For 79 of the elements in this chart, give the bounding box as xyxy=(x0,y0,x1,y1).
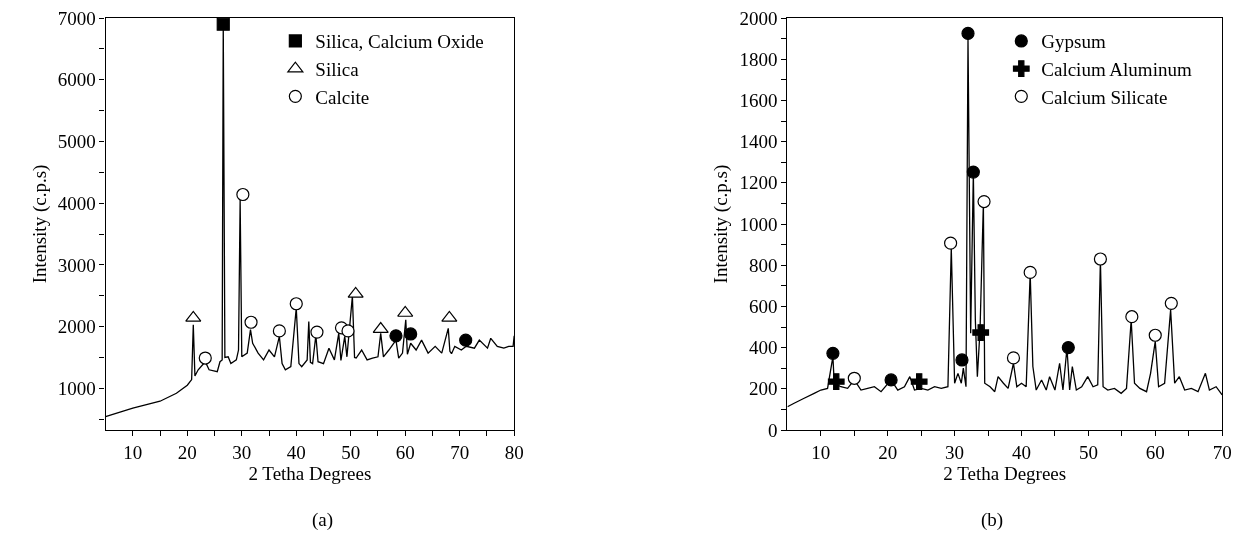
point xyxy=(185,310,202,322)
point xyxy=(827,373,845,390)
point xyxy=(972,324,990,341)
y-axis-title: Intensity (c.p.s) xyxy=(710,164,733,284)
y-tick-label: 7000 xyxy=(57,7,96,29)
point xyxy=(966,165,980,179)
y-tick-label: 2000 xyxy=(739,7,778,29)
point xyxy=(198,351,212,365)
point xyxy=(404,327,418,341)
point xyxy=(847,371,861,385)
x-tick-label: 70 xyxy=(450,441,470,463)
x-tick-label: 50 xyxy=(341,441,361,463)
y-tick-label: 800 xyxy=(749,254,778,276)
text: (a) xyxy=(312,509,334,531)
legend-label: Calcium Aluminum xyxy=(1041,59,1192,81)
x-tick-label: 30 xyxy=(945,441,965,463)
x-tick-label: 10 xyxy=(123,441,143,463)
point xyxy=(389,329,403,343)
point xyxy=(236,187,250,202)
point xyxy=(1093,252,1108,266)
point xyxy=(272,324,286,338)
y-tick-label: 200 xyxy=(749,378,778,400)
y-tick-label: 1000 xyxy=(739,213,778,235)
point xyxy=(961,26,975,41)
point xyxy=(826,346,840,360)
x-tick-label: 70 xyxy=(1212,441,1232,463)
point xyxy=(310,325,324,339)
point xyxy=(244,315,258,329)
y-tick-label: 4000 xyxy=(57,192,96,214)
point xyxy=(459,333,473,347)
point xyxy=(1023,265,1037,279)
point xyxy=(1006,351,1021,365)
x-tick-label: 10 xyxy=(811,441,831,463)
text: (b) xyxy=(981,509,1004,531)
x-tick-label: 80 xyxy=(504,441,524,463)
y-tick-label: 400 xyxy=(749,337,778,359)
point xyxy=(884,373,898,387)
point xyxy=(397,305,414,317)
point xyxy=(955,353,969,367)
y-tick-label: 6000 xyxy=(57,69,96,91)
x-tick-label: 30 xyxy=(232,441,252,463)
point xyxy=(216,18,230,31)
y-tick-label: 1400 xyxy=(739,131,778,153)
x-tick-label: 60 xyxy=(395,441,415,463)
x-tick-label: 20 xyxy=(878,441,898,463)
y-tick-label: 3000 xyxy=(57,254,96,276)
y-tick-label: 2000 xyxy=(57,316,96,338)
x-axis-title: 2 Tetha Degrees xyxy=(248,462,372,484)
x-tick-label: 40 xyxy=(286,441,306,463)
y-tick-label: 5000 xyxy=(57,131,96,153)
y-tick-label: 0 xyxy=(768,419,778,441)
point xyxy=(1125,310,1139,324)
legend-label: Silica, Calcium Oxide xyxy=(315,31,484,53)
point xyxy=(441,310,458,322)
y-tick-label: 1200 xyxy=(739,172,778,194)
x-tick-label: 50 xyxy=(1078,441,1098,463)
x-tick-label: 40 xyxy=(1012,441,1031,463)
legend-label: Calcite xyxy=(315,86,370,108)
y-tick-label: 1600 xyxy=(739,90,778,112)
legend-label: Calcium Silicate xyxy=(1041,86,1168,108)
x-tick-label: 20 xyxy=(177,441,197,463)
legend-label: Gypsum xyxy=(1041,31,1106,53)
point xyxy=(372,321,389,333)
x-tick-label: 60 xyxy=(1145,441,1165,463)
legend-label: Silica xyxy=(315,59,360,81)
point xyxy=(289,297,303,311)
point xyxy=(1148,328,1162,342)
point xyxy=(347,286,364,298)
point xyxy=(944,236,958,250)
point xyxy=(1164,296,1178,310)
point xyxy=(910,373,928,390)
y-tick-label: 1000 xyxy=(57,377,96,399)
y-tick-label: 600 xyxy=(749,296,778,318)
x-axis-title: 2 Tetha Degrees xyxy=(943,462,1067,484)
y-axis-title: Intensity (c.p.s) xyxy=(28,164,51,284)
y-tick-label: 1800 xyxy=(739,48,778,70)
point xyxy=(977,194,991,209)
point xyxy=(341,324,355,338)
point xyxy=(1061,341,1075,355)
